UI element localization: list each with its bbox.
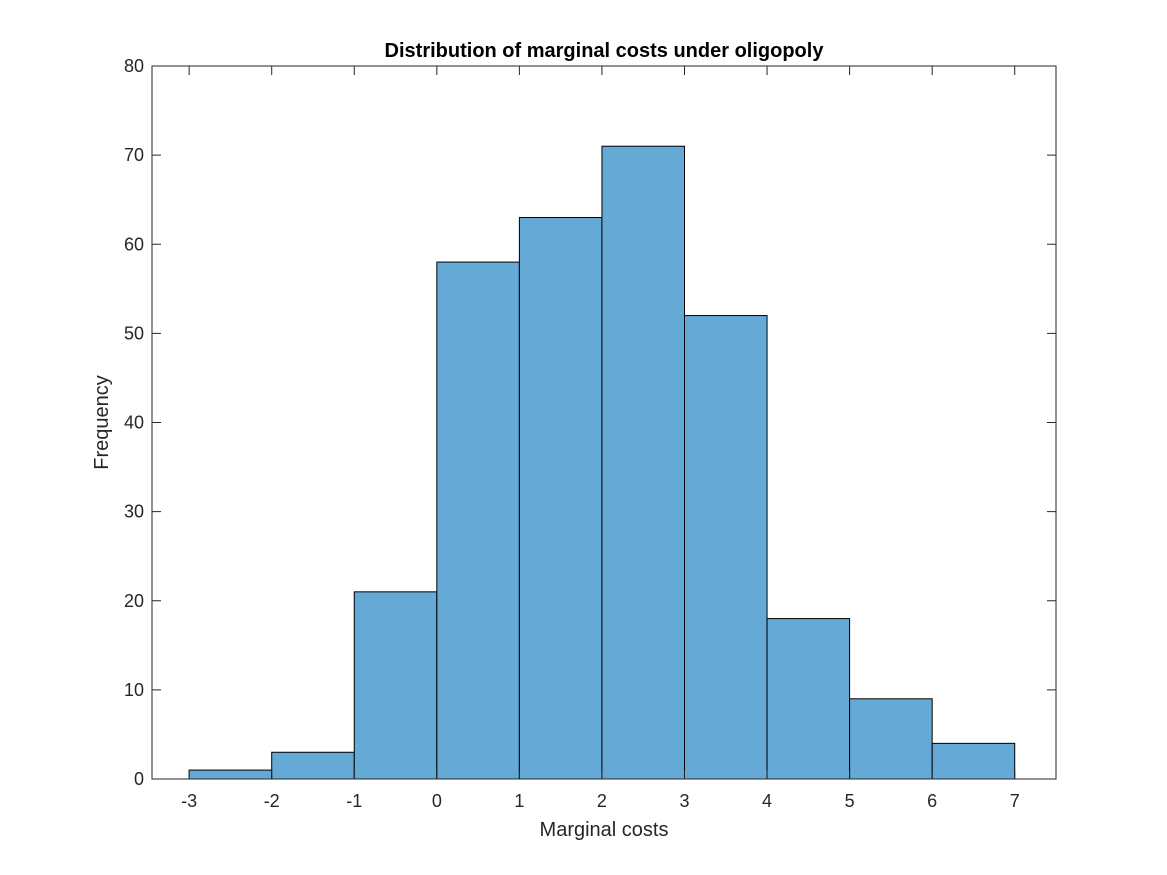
- x-tick-label: 0: [432, 791, 442, 811]
- histogram-bar: [271, 751, 355, 780]
- chart-title: Distribution of marginal costs under oli…: [385, 40, 825, 62]
- histogram-bar: [849, 698, 933, 780]
- y-tick-label: 10: [124, 680, 144, 700]
- y-axis-label: Frequency: [91, 375, 113, 470]
- histogram-bar: [188, 769, 273, 780]
- y-tick-label: 80: [124, 56, 144, 76]
- y-tick-label: 30: [124, 502, 144, 522]
- histogram-bar: [683, 315, 768, 780]
- y-tick-label: 20: [124, 591, 144, 611]
- histogram-bar: [601, 145, 685, 780]
- bars-group: [188, 145, 1016, 780]
- x-tick-label: 1: [514, 791, 524, 811]
- y-tick-label: 60: [124, 234, 144, 254]
- y-tick-label: 70: [124, 145, 144, 165]
- histogram-bar: [436, 261, 520, 780]
- histogram-bar: [518, 217, 603, 780]
- x-tick-label: -2: [264, 791, 280, 811]
- histogram-bar: [353, 591, 438, 780]
- x-tick-label: 2: [597, 791, 607, 811]
- x-axis-label: Marginal costs: [540, 819, 669, 841]
- y-tick-label: 50: [124, 323, 144, 343]
- x-tick-label: 4: [762, 791, 772, 811]
- histogram-bar: [931, 742, 1016, 780]
- x-tick-label: 5: [845, 791, 855, 811]
- y-tick-label: 40: [124, 413, 144, 433]
- x-tick-label: -1: [346, 791, 362, 811]
- histogram-bar: [766, 618, 851, 780]
- y-tick-label: 0: [134, 769, 144, 789]
- x-tick-label: -3: [181, 791, 197, 811]
- x-tick-label: 3: [679, 791, 689, 811]
- x-tick-label: 7: [1010, 791, 1020, 811]
- x-tick-label: 6: [927, 791, 937, 811]
